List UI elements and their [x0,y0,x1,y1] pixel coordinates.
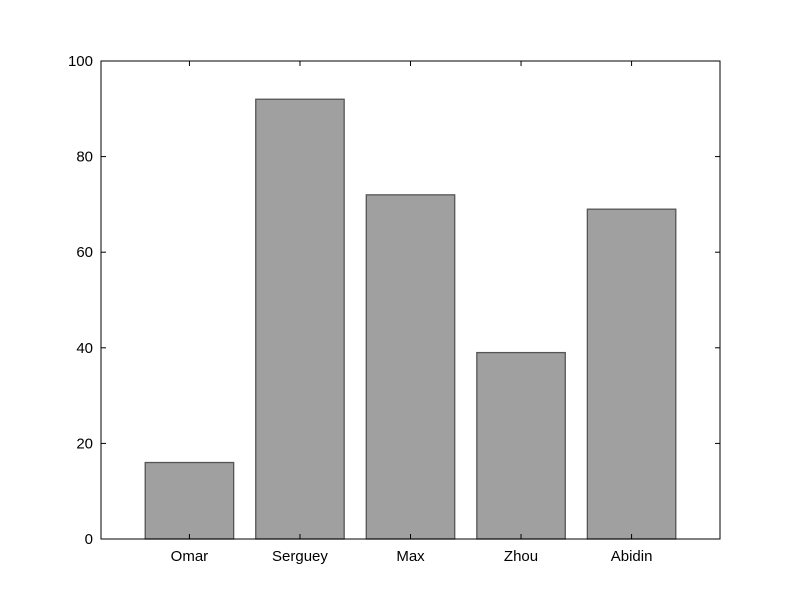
bar-abidin [586,208,677,540]
bar-omar [144,461,235,540]
bar-serguey [255,98,345,540]
x-tick-label: Abidin [611,548,653,565]
y-tick-label: 40 [76,340,93,357]
tick-labels-group: 0 20 40 60 80 100 Omar Serguey Max Zhou Abidin [68,53,652,565]
y-tick-label: 20 [76,435,93,452]
y-tick-label: 60 [76,244,93,261]
bars-group [144,98,677,540]
y-tick-label: 0 [85,531,93,548]
bar-zhou [476,351,566,540]
x-tick-label: Zhou [504,548,538,565]
y-tick-label: 80 [76,149,93,166]
y-tick-label: 100 [68,53,93,70]
bar-max [365,194,456,540]
x-tick-label: Omar [171,548,209,565]
ticks-group [101,60,720,540]
x-tick-label: Max [396,548,425,565]
x-tick-label: Serguey [272,548,328,565]
